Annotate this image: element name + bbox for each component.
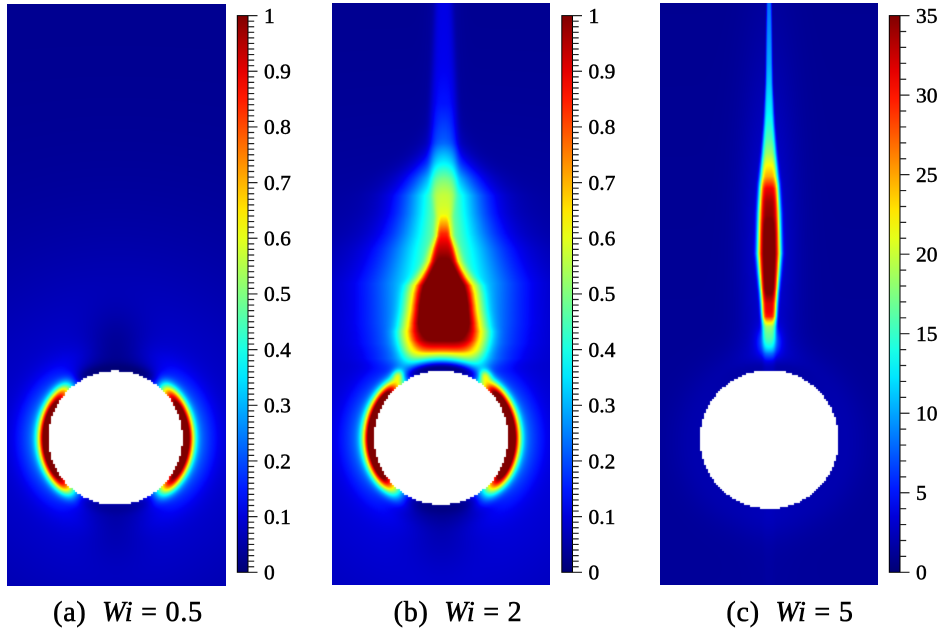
- svg-text:0.2: 0.2: [589, 449, 616, 473]
- svg-text:0.6: 0.6: [589, 227, 616, 251]
- svg-text:(b) Wi = 2: (b) Wi = 2: [394, 597, 523, 628]
- svg-text:0.8: 0.8: [264, 115, 291, 139]
- svg-text:0.5: 0.5: [589, 282, 616, 306]
- svg-text:5: 5: [916, 481, 927, 505]
- svg-text:35: 35: [916, 4, 938, 28]
- svg-text:0.5: 0.5: [264, 282, 291, 306]
- svg-text:0.6: 0.6: [264, 227, 291, 251]
- svg-text:0.3: 0.3: [589, 394, 616, 418]
- svg-text:25: 25: [916, 163, 938, 187]
- svg-text:0: 0: [916, 561, 927, 585]
- svg-text:15: 15: [916, 322, 938, 346]
- svg-text:1: 1: [589, 4, 600, 28]
- svg-text:0.9: 0.9: [264, 60, 291, 84]
- svg-text:0.8: 0.8: [589, 115, 616, 139]
- svg-text:0: 0: [589, 561, 600, 585]
- svg-text:0.2: 0.2: [264, 449, 291, 473]
- svg-text:0.1: 0.1: [264, 505, 291, 529]
- svg-text:0.1: 0.1: [589, 505, 616, 529]
- svg-text:(c) Wi = 5: (c) Wi = 5: [726, 597, 853, 628]
- svg-text:0.7: 0.7: [264, 171, 291, 195]
- svg-text:0: 0: [264, 561, 275, 585]
- svg-text:0.3: 0.3: [264, 394, 291, 418]
- svg-text:20: 20: [916, 243, 938, 267]
- svg-text:0.4: 0.4: [589, 338, 616, 362]
- svg-text:30: 30: [916, 83, 938, 107]
- svg-text:10: 10: [916, 402, 938, 426]
- svg-text:0.7: 0.7: [589, 171, 616, 195]
- svg-text:1: 1: [264, 4, 275, 28]
- svg-text:0.9: 0.9: [589, 60, 616, 84]
- svg-text:0.4: 0.4: [264, 338, 291, 362]
- svg-text:(a) Wi = 0.5: (a) Wi = 0.5: [53, 597, 203, 628]
